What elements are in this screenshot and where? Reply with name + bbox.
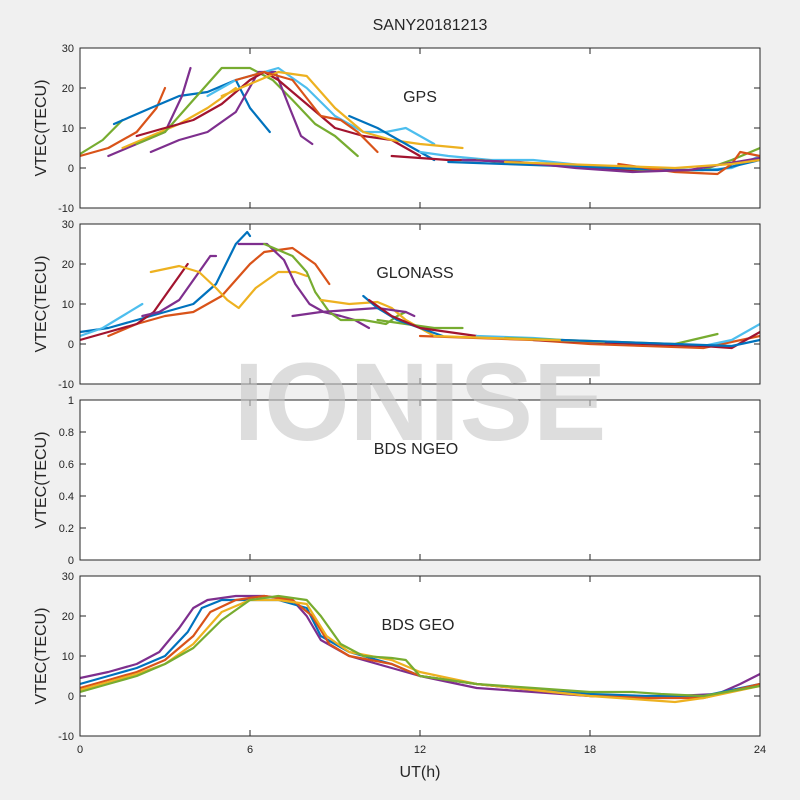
series-line-6 [149,70,314,154]
series-line-5 [149,264,308,310]
y-tick-label: -10 [58,203,74,215]
series-line-1 [80,598,760,698]
y-tick-label: 0.4 [59,491,74,503]
series-line-15 [447,158,760,172]
series-line-2 [107,246,331,338]
series-line-4 [141,254,218,318]
y-axis-label: VTEC(TECU) [33,608,50,705]
y-axis-label: VTEC(TECU) [33,256,50,353]
y-axis-label: VTEC(TECU) [33,432,50,529]
panel-label: GPS [403,89,437,106]
y-axis-label: VTEC(TECU) [33,80,50,177]
panel-2: 0 0.2 0.4 0.6 0.8 1 VTEC(TECU) BDS NGEO [33,395,761,567]
series-line-4 [80,594,760,698]
watermark-text: IONISE [234,341,607,464]
y-tick-label: -10 [58,731,74,743]
x-tick-label: 12 [414,744,426,756]
x-tick-label: 0 [77,744,83,756]
panel-label: BDS NGEO [374,441,458,458]
plot-area [80,48,760,208]
series-line-0 [80,118,124,156]
y-tick-label: 30 [62,219,74,231]
series-line-1 [80,302,144,338]
panel-label: GLONASS [376,265,453,282]
x-tick-label: 18 [584,744,596,756]
y-tick-label: 0.6 [59,459,74,471]
series-group [80,66,760,176]
plot-area [80,400,760,560]
series-group [80,230,760,350]
series-line-1 [80,86,167,158]
x-tick-label: 6 [247,744,253,756]
series-line-7 [263,242,407,326]
y-tick-label: 0 [68,691,74,703]
series-group [80,594,760,704]
series-line-10 [376,318,464,330]
series-line-10 [234,70,379,154]
y-tick-label: 0 [68,163,74,175]
series-line-9 [220,70,464,150]
y-tick-label: 30 [62,43,74,55]
y-tick-label: 20 [62,611,74,623]
y-tick-label: -10 [58,379,74,391]
series-line-2 [112,78,271,134]
y-tick-label: 0 [68,339,74,351]
x-tick-label: 24 [754,744,766,756]
y-tick-label: 10 [62,299,74,311]
series-line-6 [237,242,371,330]
y-tick-label: 20 [62,83,74,95]
y-tick-label: 20 [62,259,74,271]
panel-label: BDS GEO [382,617,455,634]
series-line-0 [80,230,252,334]
y-tick-label: 1 [68,395,74,407]
panel-1: -10 0 10 20 30 VTEC(TECU) GLONASS [33,219,761,391]
x-axis-label: UT(h) [400,764,441,781]
panel-0: -10 0 10 20 30 VTEC(TECU) GPS [33,43,761,215]
y-tick-label: 0.2 [59,523,74,535]
y-tick-label: 0 [68,555,74,567]
y-tick-label: 10 [62,651,74,663]
series-line-12 [367,298,478,338]
series-line-3 [80,262,189,342]
y-tick-label: 0.8 [59,427,74,439]
series-line-9 [291,306,416,318]
plot-area [80,576,760,736]
y-tick-label: 30 [62,571,74,583]
series-line-18 [503,158,760,170]
series-line-18 [560,338,760,348]
y-tick-label: 10 [62,123,74,135]
figure-title: SANY20181213 [373,17,488,34]
